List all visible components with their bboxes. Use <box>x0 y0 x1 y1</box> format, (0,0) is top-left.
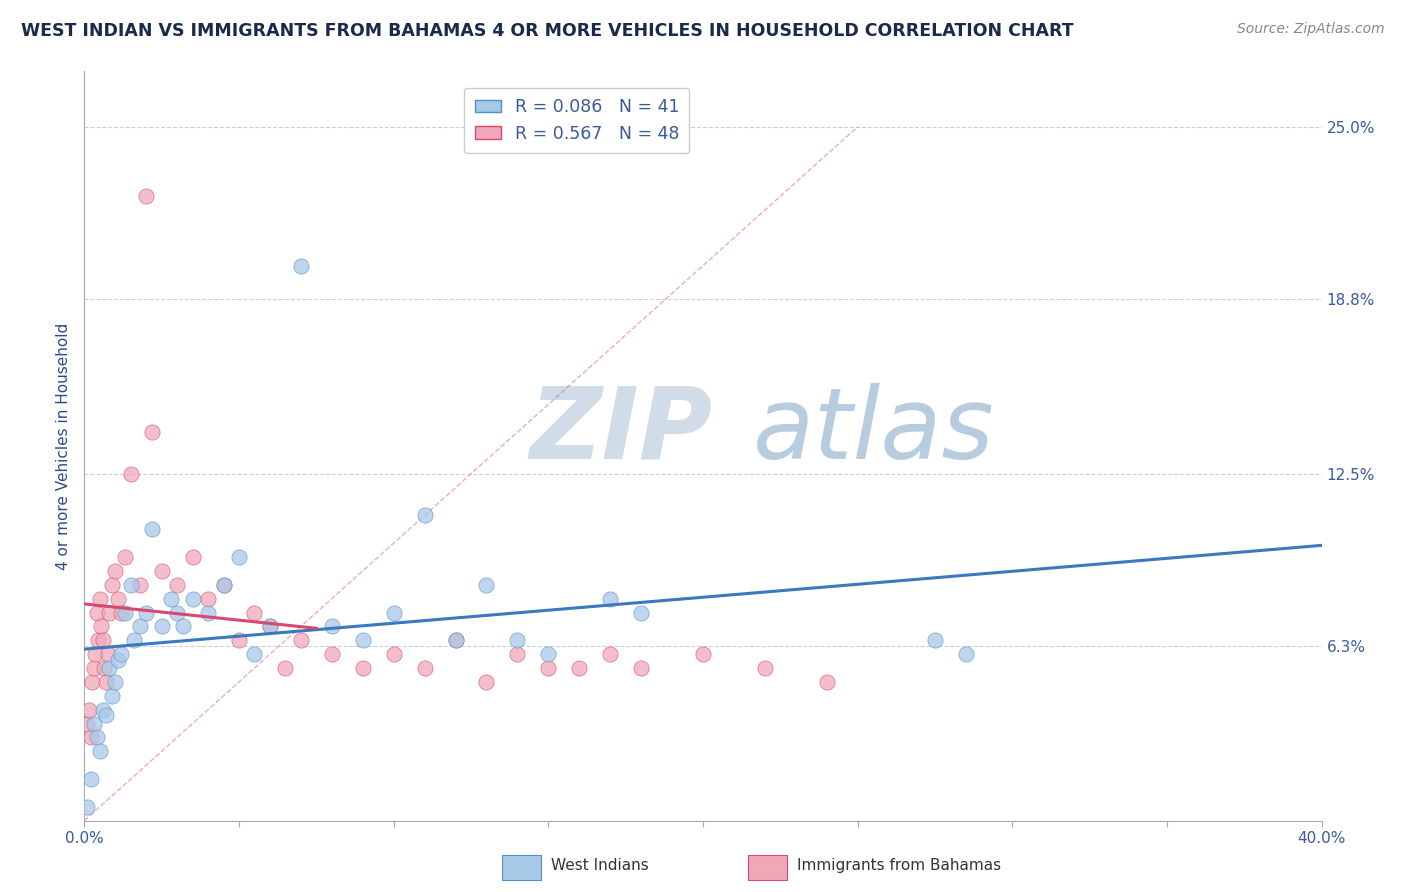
Point <box>122 633 145 648</box>
Point <box>160 591 183 606</box>
Point <box>91 633 114 648</box>
Point <box>444 633 467 648</box>
Point <box>94 708 117 723</box>
Point <box>413 508 436 523</box>
Point <box>630 606 652 620</box>
Point <box>83 661 105 675</box>
Text: ZIP: ZIP <box>530 383 713 480</box>
Point <box>321 619 343 633</box>
Point <box>96 647 118 661</box>
Point <box>243 606 266 620</box>
Point <box>212 578 235 592</box>
Point <box>87 633 110 648</box>
Point <box>150 564 173 578</box>
Point <box>413 661 436 675</box>
Legend: R = 0.086   N = 41, R = 0.567   N = 48: R = 0.086 N = 41, R = 0.567 N = 48 <box>464 87 689 153</box>
Point <box>141 522 163 536</box>
Point <box>129 578 152 592</box>
Point <box>90 619 112 633</box>
Point <box>599 647 621 661</box>
Point <box>76 799 98 814</box>
Point <box>141 425 163 439</box>
Point <box>94 674 117 689</box>
Point <box>197 591 219 606</box>
Point <box>77 703 100 717</box>
Text: WEST INDIAN VS IMMIGRANTS FROM BAHAMAS 4 OR MORE VEHICLES IN HOUSEHOLD CORRELATI: WEST INDIAN VS IMMIGRANTS FROM BAHAMAS 4… <box>21 22 1074 40</box>
Point <box>107 591 129 606</box>
FancyBboxPatch shape <box>502 855 541 880</box>
Point <box>84 647 107 661</box>
Point <box>83 716 105 731</box>
Point <box>181 591 204 606</box>
Point <box>135 189 157 203</box>
Point <box>120 467 142 481</box>
Point <box>76 716 98 731</box>
Point <box>120 578 142 592</box>
Point <box>243 647 266 661</box>
Point <box>754 661 776 675</box>
Point <box>274 661 297 675</box>
Point <box>506 633 529 648</box>
Point <box>181 549 204 564</box>
Point <box>924 633 946 648</box>
Point <box>599 591 621 606</box>
Point <box>815 674 838 689</box>
Point <box>114 549 136 564</box>
Point <box>82 674 104 689</box>
Point <box>290 633 312 648</box>
Point <box>110 606 132 620</box>
Point <box>212 578 235 592</box>
Point <box>352 661 374 675</box>
Point <box>129 619 152 633</box>
Point <box>506 647 529 661</box>
Point <box>172 619 194 633</box>
Point <box>98 606 121 620</box>
Point <box>228 633 250 648</box>
Point <box>352 633 374 648</box>
Point <box>166 606 188 620</box>
Point <box>79 772 101 786</box>
Point <box>107 653 129 667</box>
Point <box>290 259 312 273</box>
Text: Immigrants from Bahamas: Immigrants from Bahamas <box>797 858 1001 872</box>
Point <box>382 606 405 620</box>
Point <box>101 578 124 592</box>
Text: Source: ZipAtlas.com: Source: ZipAtlas.com <box>1237 22 1385 37</box>
Point <box>537 661 560 675</box>
Point <box>197 606 219 620</box>
Point <box>568 661 591 675</box>
Point <box>86 731 108 745</box>
Point <box>382 647 405 661</box>
Point <box>259 619 281 633</box>
Point <box>475 578 498 592</box>
Point <box>166 578 188 592</box>
Point <box>110 647 132 661</box>
Point <box>955 647 977 661</box>
Point <box>104 564 127 578</box>
Point <box>79 731 101 745</box>
Point <box>98 661 121 675</box>
Point <box>475 674 498 689</box>
Point <box>93 661 115 675</box>
Point <box>91 703 114 717</box>
Point <box>692 647 714 661</box>
Point <box>114 606 136 620</box>
Point <box>150 619 173 633</box>
Point <box>89 591 111 606</box>
Point <box>86 606 108 620</box>
Point <box>89 744 111 758</box>
Y-axis label: 4 or more Vehicles in Household: 4 or more Vehicles in Household <box>56 322 72 570</box>
Point <box>444 633 467 648</box>
Point <box>259 619 281 633</box>
FancyBboxPatch shape <box>748 855 787 880</box>
Text: atlas: atlas <box>752 383 994 480</box>
Point <box>101 689 124 703</box>
Text: West Indians: West Indians <box>551 858 650 872</box>
Point <box>104 674 127 689</box>
Point <box>630 661 652 675</box>
Point <box>228 549 250 564</box>
Point <box>135 606 157 620</box>
Point <box>321 647 343 661</box>
Point <box>537 647 560 661</box>
